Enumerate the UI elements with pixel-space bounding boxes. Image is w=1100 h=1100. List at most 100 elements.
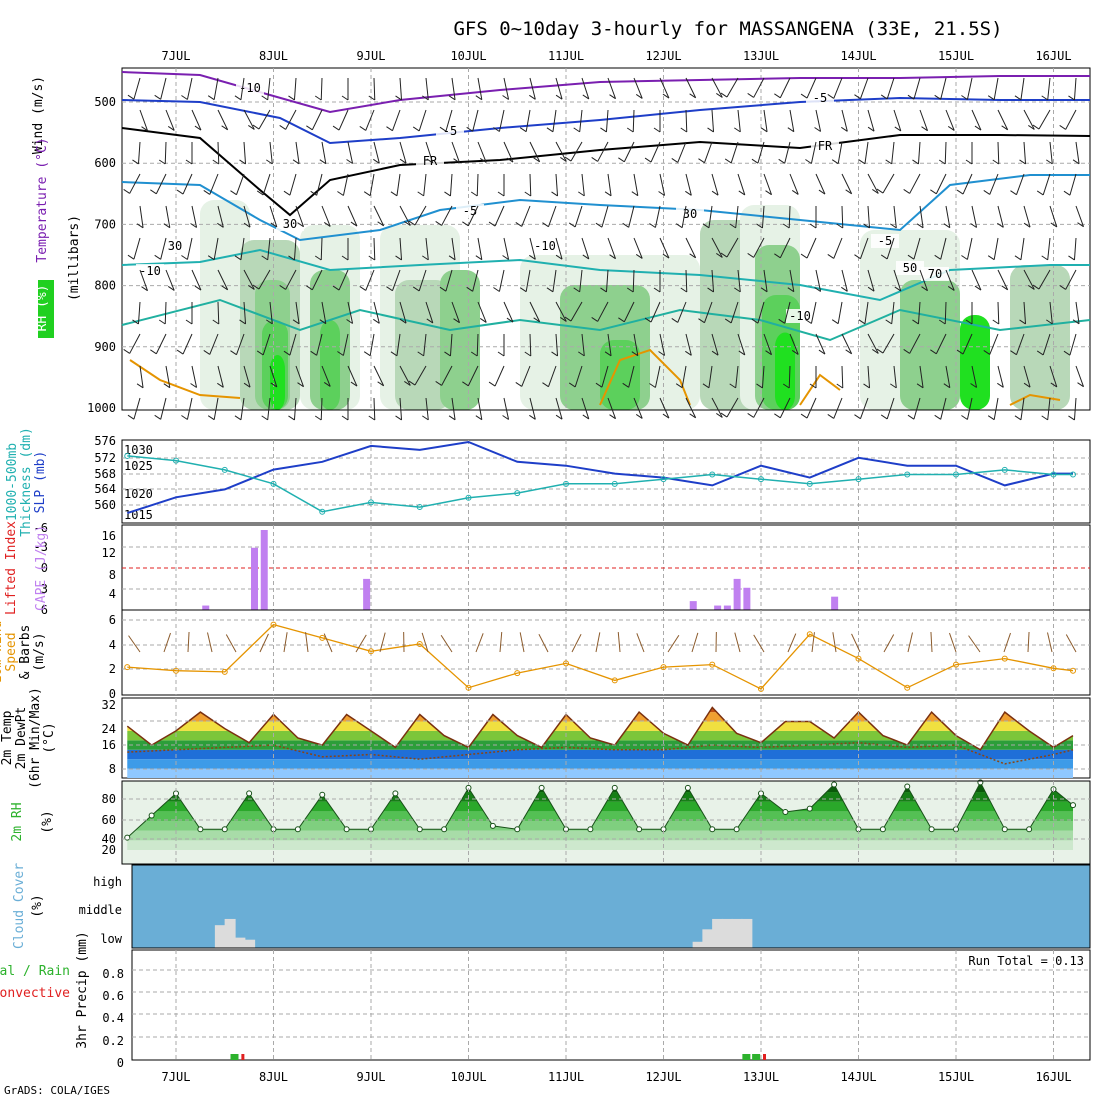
wind-barb	[321, 205, 331, 227]
wind10-barb	[519, 632, 525, 653]
wind-barb-flag	[858, 319, 866, 325]
wind-barb-flag	[698, 158, 705, 164]
thickness-point	[904, 471, 911, 478]
wind10-barb	[499, 632, 503, 653]
wind-barb	[165, 269, 175, 291]
thickness-point	[270, 480, 277, 487]
wind-barb	[940, 237, 947, 260]
wind-barb	[913, 397, 921, 420]
rh-legend-swatch	[38, 280, 54, 338]
wind-barb-flag	[306, 285, 313, 291]
wind-barb-flag	[689, 413, 696, 419]
y-tick-label: -3	[34, 540, 48, 554]
wind-barb	[133, 397, 141, 420]
wind-barb-flag	[230, 190, 237, 196]
wind-barb-flag	[734, 127, 741, 133]
wind-barb-flag	[555, 254, 563, 260]
wind-barb	[913, 77, 921, 100]
wind-barb-flag	[800, 93, 808, 99]
thickness-point	[611, 480, 618, 487]
wind-barb	[882, 173, 895, 194]
wind-barb-flag	[426, 158, 434, 164]
wind-barb	[962, 173, 973, 195]
wind-barb	[295, 141, 300, 164]
wind-barb-flag	[907, 254, 915, 260]
wind10-barb	[787, 633, 797, 653]
wind-barb	[365, 109, 375, 131]
wind-barb	[784, 301, 791, 324]
wind-barb-flag	[256, 190, 264, 196]
wind-barb-flag	[591, 157, 598, 162]
wind10-barb	[538, 633, 549, 653]
wind-barb-flag	[217, 382, 224, 388]
wind-barb	[269, 301, 273, 324]
wind-barb-flag	[814, 127, 821, 132]
wind-barb-flag	[644, 317, 652, 323]
contour-label-bg	[136, 264, 164, 278]
wind-barb	[570, 301, 583, 322]
wind-barb	[529, 397, 536, 420]
wind-barb	[451, 77, 456, 100]
wind-speed-point	[514, 670, 521, 677]
cape-bar	[363, 578, 371, 610]
wind-barb-flag	[818, 349, 826, 355]
wind-barb-flag	[448, 415, 456, 421]
panel-label: RH (%)	[35, 285, 50, 332]
wind-barb-flag	[359, 285, 367, 291]
precip-convective-bar	[241, 1054, 245, 1060]
wind-barb	[467, 365, 479, 386]
wind-barb-flag	[671, 157, 679, 163]
wind-barb	[423, 173, 427, 196]
wind-barb-flag	[894, 286, 902, 292]
low-cloud-bar	[741, 918, 753, 948]
wind-barb-flag	[947, 285, 955, 291]
wind-barb-flag	[239, 319, 246, 325]
wind-barb-flag	[426, 318, 434, 324]
wind-barb-flag	[885, 319, 892, 325]
wind-barb	[503, 237, 510, 260]
rh-point	[441, 826, 448, 833]
wind-barb-flag	[809, 383, 817, 389]
wind-barb	[945, 269, 955, 291]
wind-speed-point	[221, 668, 228, 675]
wind-barb-flag	[1028, 125, 1035, 130]
wind-barb	[779, 77, 791, 98]
contour-label: 30	[283, 217, 297, 231]
wind-barb	[414, 365, 427, 386]
wind-barb-flag	[604, 191, 612, 197]
wind-speed-point	[319, 634, 326, 641]
top-date-7JUL: 7JUL	[162, 49, 191, 63]
wind-barb	[789, 109, 795, 132]
wind-barb	[833, 237, 843, 259]
wind-barb	[451, 141, 460, 163]
wind-barb	[129, 173, 141, 194]
wind-barb-flag	[337, 351, 344, 356]
wind-barb-flag	[252, 124, 260, 130]
wind-barb	[477, 237, 483, 260]
thickness-point	[855, 476, 862, 483]
wind-barb-flag	[631, 191, 639, 197]
low-cloud-bar	[692, 941, 704, 948]
wind-barb-flag	[395, 415, 402, 421]
wind10-barb	[617, 632, 621, 653]
wind-barb	[396, 173, 401, 196]
wind-speed-point	[368, 648, 374, 655]
contour-label: -10	[239, 81, 261, 95]
wind-barb-flag	[203, 349, 211, 355]
wind-barb-flag	[341, 415, 349, 421]
wind-barb-flag	[1063, 190, 1071, 196]
wind-barb	[730, 141, 739, 164]
rh-shade	[320, 320, 340, 410]
rh-point	[489, 822, 496, 829]
wind-barb	[893, 109, 902, 132]
wind-barb	[1023, 301, 1027, 324]
wind-barb	[966, 237, 973, 260]
wind-barb	[293, 397, 297, 420]
wind-barb-flag	[560, 157, 567, 162]
wind-barb	[1023, 205, 1031, 228]
top-date-10JUL: 10JUL	[450, 49, 486, 63]
contour-label: -5	[878, 234, 892, 248]
wind-barb	[186, 397, 193, 420]
wind-barb-flag	[707, 287, 714, 293]
wind-barb-flag	[890, 383, 897, 389]
